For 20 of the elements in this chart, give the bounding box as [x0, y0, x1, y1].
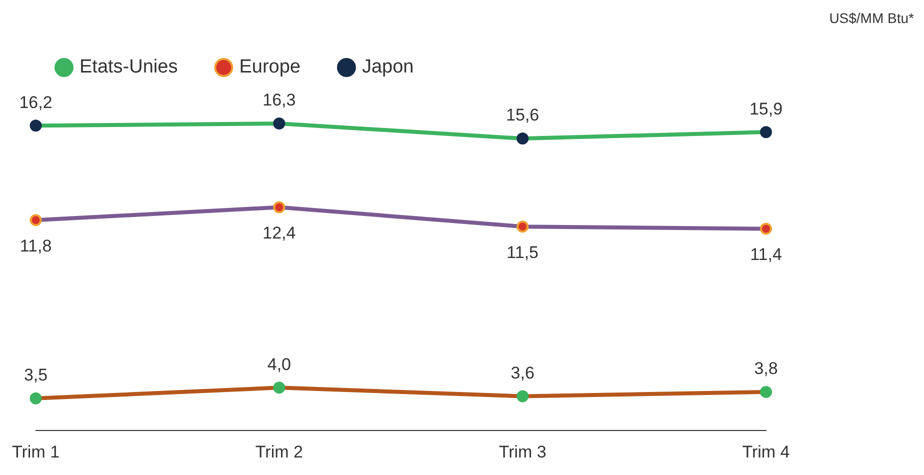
- text: US$/MM Btu*: [829, 10, 915, 26]
- data-label: 3,6: [510, 363, 534, 382]
- data-label: 4,0: [267, 354, 291, 374]
- data-label: 11,5: [506, 242, 538, 262]
- data-label: 16,2: [19, 92, 52, 112]
- x-tick-label: Trim 2: [255, 442, 303, 462]
- data-label: 16,3: [262, 90, 296, 110]
- legend-label: Etats-Unies: [80, 56, 178, 78]
- data-label: 3,5: [24, 366, 48, 385]
- data-label: 3,8: [754, 359, 778, 378]
- legend-label: Europe: [239, 56, 300, 78]
- data-label: 12,4: [262, 223, 296, 242]
- data-label: 15,9: [749, 99, 783, 118]
- x-tick-label: Trim 3: [498, 442, 546, 462]
- data-label: 11,8: [20, 236, 52, 256]
- data-label: 15,6: [506, 106, 540, 125]
- x-tick-label: Trim 4: [742, 442, 790, 462]
- legend-label: Japon: [362, 56, 414, 78]
- data-label: 11,4: [750, 244, 782, 264]
- x-tick-label: Trim 1: [12, 442, 60, 462]
